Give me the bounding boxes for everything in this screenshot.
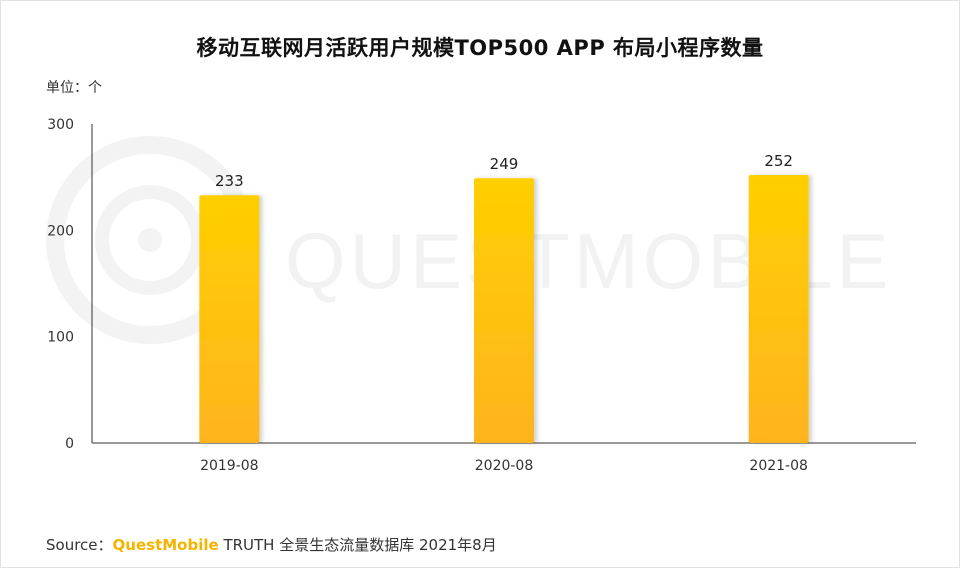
source-prefix: Source：	[46, 536, 113, 554]
source-suffix: TRUTH 全景生态流量数据库 2021年8月	[218, 536, 497, 554]
chart-title: 移动互联网月活跃用户规模TOP500 APP 布局小程序数量	[196, 36, 764, 60]
y-tick-label: 0	[65, 436, 74, 452]
data-label: 252	[764, 152, 793, 170]
bar	[474, 178, 534, 444]
data-label: 249	[490, 155, 519, 173]
source-brand: QuestMobile	[112, 536, 219, 554]
x-tick-label: 2019-08	[200, 458, 259, 474]
x-tick-label: 2020-08	[475, 458, 534, 474]
bar	[199, 195, 260, 443]
source-note: Source：QuestMobile TRUTH 全景生态流量数据库 2021年…	[46, 534, 497, 555]
unit-label: 单位：个	[46, 80, 102, 96]
y-tick-label: 100	[47, 330, 74, 346]
data-label: 233	[215, 172, 244, 190]
y-tick-label: 200	[47, 223, 74, 239]
y-tick-label: 300	[47, 117, 74, 133]
x-tick-label: 2021-08	[749, 458, 808, 474]
bar	[748, 175, 809, 444]
